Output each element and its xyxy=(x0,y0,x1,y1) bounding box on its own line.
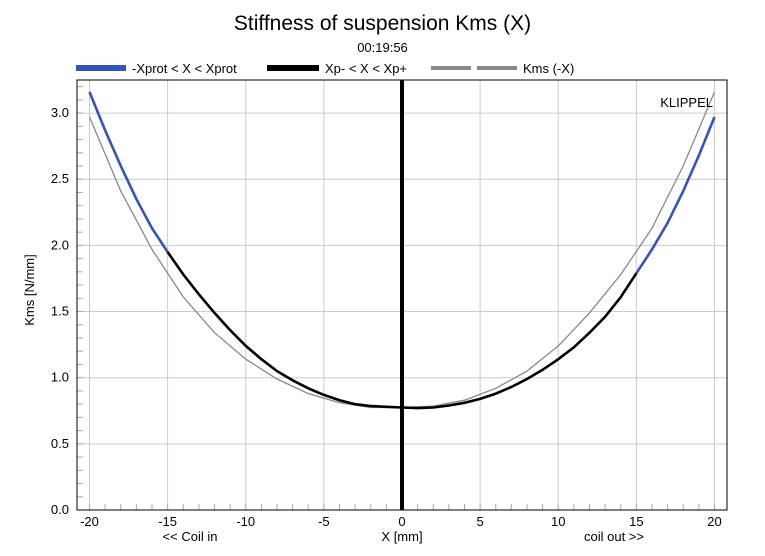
y-tick-label: 2.5 xyxy=(51,171,69,186)
klippel-watermark: KLIPPEL xyxy=(660,95,713,110)
x-tick-labels: -20 -15 -10 -5 0 5 10 15 20 xyxy=(80,514,722,529)
y-tick-label: 0.0 xyxy=(51,502,69,517)
x-tick-label: 0 xyxy=(398,514,405,529)
y-tick-label: 0.5 xyxy=(51,436,69,451)
y-tick-label: 2.0 xyxy=(51,237,69,252)
x-tick-label: 10 xyxy=(551,514,565,529)
series-xprot-right-line xyxy=(635,116,716,274)
legend-item-xprot: -Xprot < X < Xprot xyxy=(76,58,237,78)
chart-subtitle: 00:19:56 xyxy=(357,40,408,55)
series-layer xyxy=(88,80,716,510)
legend-swatch-kms-neg-b xyxy=(477,66,517,70)
y-tick-label: 3.0 xyxy=(51,105,69,120)
legend-swatch-kms-neg-a xyxy=(431,66,471,70)
legend-swatch-xp xyxy=(267,65,319,71)
coil-out-note: coil out >> xyxy=(584,529,644,544)
chart-title: Stiffness of suspension Kms (X) xyxy=(233,12,532,35)
x-tick-label: 5 xyxy=(477,514,484,529)
x-tick-label: -15 xyxy=(158,514,177,529)
x-tick-label: 15 xyxy=(629,514,643,529)
x-tick-label: -20 xyxy=(80,514,99,529)
x-tick-label: -5 xyxy=(318,514,330,529)
x-tick-label: 20 xyxy=(707,514,721,529)
x-tick-label: -10 xyxy=(236,514,255,529)
x-axis-label: X [mm] xyxy=(381,529,422,544)
legend-swatch-xprot xyxy=(76,65,126,71)
legend-item-kms-neg: Kms (-X) xyxy=(431,58,574,78)
y-tick-label: 1.5 xyxy=(51,304,69,319)
y-tick-label: 1.0 xyxy=(51,370,69,385)
plot-frame xyxy=(76,79,728,511)
minor-ticks xyxy=(77,86,715,511)
y-axis-label: Kms [N/mm] xyxy=(22,254,37,326)
y-tick-labels: 0.0 0.5 1.0 1.5 2.0 2.5 3.0 xyxy=(51,105,69,517)
legend-item-xp: Xp- < X < Xp+ xyxy=(267,58,407,78)
legend-label-kms-neg: Kms (-X) xyxy=(523,60,575,76)
series-xprot-left-line xyxy=(88,91,169,253)
coil-in-note: << Coil in xyxy=(163,529,218,544)
legend-label-xprot: -Xprot < X < Xprot xyxy=(132,60,237,76)
legend-label-xp: Xp- < X < Xp+ xyxy=(325,60,408,76)
